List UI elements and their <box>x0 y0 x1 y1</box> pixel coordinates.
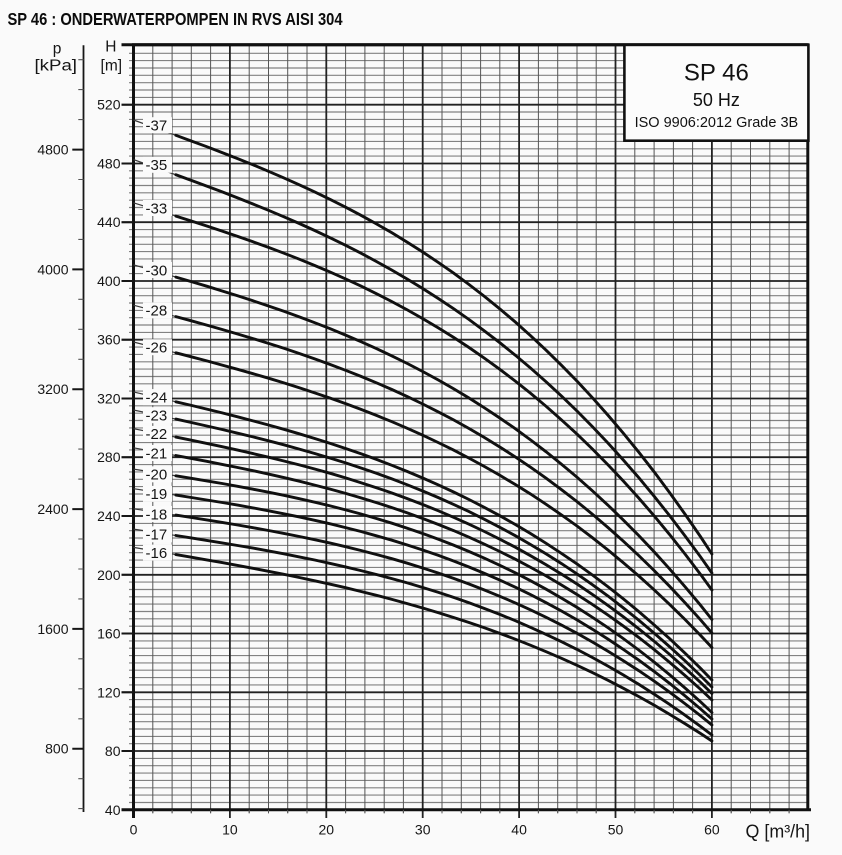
svg-text:-22: -22 <box>146 426 168 443</box>
svg-text:-26: -26 <box>146 340 168 357</box>
svg-text:H: H <box>105 39 116 56</box>
svg-text:320: 320 <box>97 391 121 407</box>
svg-text:50: 50 <box>608 822 624 838</box>
svg-text:-17: -17 <box>146 527 168 544</box>
svg-text:30: 30 <box>415 822 431 838</box>
svg-text:-24: -24 <box>146 389 168 406</box>
svg-text:-33: -33 <box>146 200 168 217</box>
svg-text:240: 240 <box>97 508 121 524</box>
svg-text:50 Hz: 50 Hz <box>693 90 740 110</box>
svg-text:160: 160 <box>97 626 121 642</box>
svg-text:-35: -35 <box>146 157 168 174</box>
svg-text:480: 480 <box>97 156 121 172</box>
svg-text:-20: -20 <box>146 467 168 484</box>
svg-text:-16: -16 <box>146 545 168 562</box>
svg-text:-21: -21 <box>146 445 168 462</box>
svg-text:60: 60 <box>704 822 720 838</box>
svg-text:-28: -28 <box>146 303 168 320</box>
svg-text:360: 360 <box>97 332 121 348</box>
svg-text:520: 520 <box>97 97 121 113</box>
svg-text:[kPa]: [kPa] <box>35 58 78 75</box>
svg-text:p: p <box>53 41 62 58</box>
svg-text:-23: -23 <box>146 408 168 425</box>
svg-text:10: 10 <box>222 822 238 838</box>
svg-text:SP 46: SP 46 <box>684 60 749 87</box>
svg-text:[m]: [m] <box>101 58 123 75</box>
svg-text:40: 40 <box>511 822 527 838</box>
svg-text:-18: -18 <box>146 506 168 523</box>
svg-text:-19: -19 <box>146 486 168 503</box>
svg-text:200: 200 <box>97 567 121 583</box>
svg-text:-30: -30 <box>146 262 168 279</box>
svg-text:1600: 1600 <box>37 621 68 637</box>
svg-text:2400: 2400 <box>37 501 68 517</box>
svg-text:20: 20 <box>319 822 335 838</box>
svg-text:4000: 4000 <box>37 261 68 277</box>
svg-text:Q [m³/h]: Q [m³/h] <box>746 822 811 842</box>
svg-text:4800: 4800 <box>37 142 68 158</box>
svg-text:3200: 3200 <box>37 381 68 397</box>
svg-text:ISO 9906:2012 Grade 3B: ISO 9906:2012 Grade 3B <box>635 115 799 131</box>
svg-text:-37: -37 <box>146 118 168 135</box>
svg-text:80: 80 <box>105 743 121 759</box>
svg-text:120: 120 <box>97 684 121 700</box>
svg-text:0: 0 <box>130 822 138 838</box>
svg-text:40: 40 <box>105 802 121 818</box>
svg-text:440: 440 <box>97 214 121 230</box>
svg-text:400: 400 <box>97 273 121 289</box>
svg-text:SP 46 : ONDERWATERPOMPEN IN RV: SP 46 : ONDERWATERPOMPEN IN RVS AISI 304 <box>8 9 343 29</box>
svg-text:280: 280 <box>97 449 121 465</box>
svg-text:800: 800 <box>45 741 69 757</box>
